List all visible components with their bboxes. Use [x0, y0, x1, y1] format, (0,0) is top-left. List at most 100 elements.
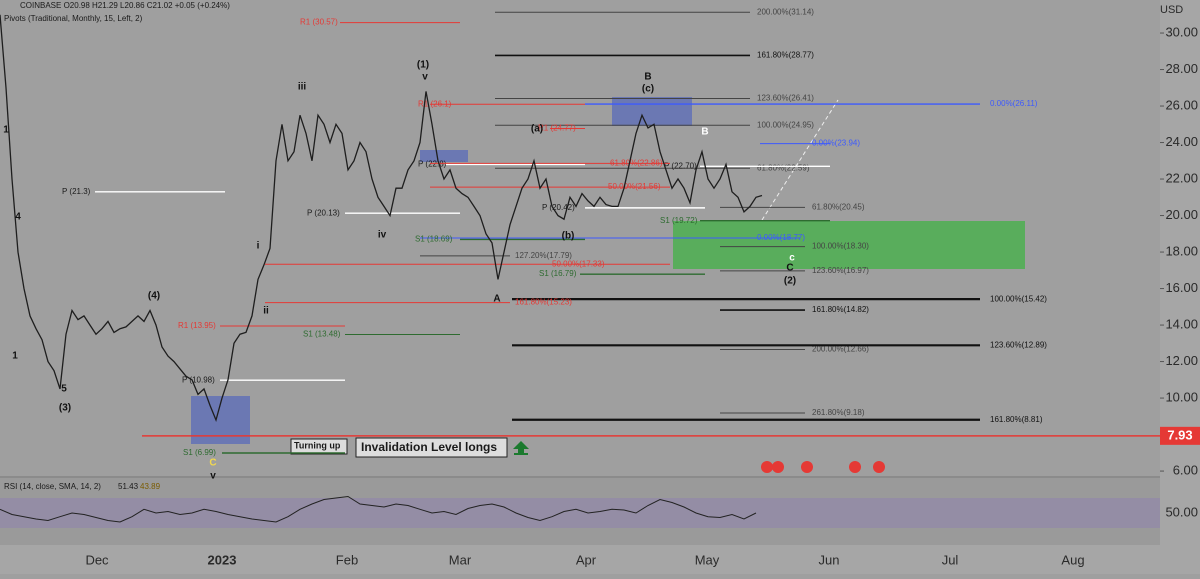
y-tick-label: 16.00: [1165, 280, 1198, 295]
note: Turning up: [294, 440, 341, 450]
note-box: [355, 437, 508, 458]
event-icons: [761, 461, 885, 473]
rsi-sma-value: 43.89: [140, 482, 161, 491]
wave-label: B: [701, 127, 708, 138]
level-label: R1 (30.57): [300, 18, 338, 27]
wave-label: B: [644, 72, 651, 83]
level-label: 161.80%(15.23): [515, 298, 572, 307]
rsi-value: 51.43: [118, 482, 139, 491]
wave-label: i: [257, 241, 260, 252]
wave-label: (b): [562, 231, 575, 242]
level-label: P (20.42): [542, 203, 575, 212]
level-label: S1 (6.99): [183, 448, 216, 457]
wave-label: A: [493, 294, 500, 305]
currency: USD: [1160, 4, 1183, 16]
level-label: 127.20%(17.79): [515, 251, 572, 260]
note: Invalidation Level longs: [361, 440, 497, 454]
note-box: [290, 438, 348, 455]
level-label: 123.60%(26.41): [757, 94, 814, 103]
x-tick-label: May: [695, 552, 720, 567]
x-tick-label: Jun: [819, 552, 840, 567]
wave-label: iv: [378, 230, 387, 241]
level-label: 200.00%(31.14): [757, 7, 814, 16]
wave-label: 1: [3, 125, 9, 136]
indicator-title: Pivots (Traditional, Monthly, 15, Left, …: [4, 14, 143, 23]
wave-label: v: [210, 471, 216, 482]
y-tick-label: 12.00: [1165, 353, 1198, 368]
level-label: P (20.13): [307, 208, 340, 217]
wave-label: (1): [417, 60, 429, 71]
level-label: P (21.3): [62, 187, 91, 196]
y-tick-label: 6.00: [1173, 463, 1198, 478]
level-label: 261.80%(9.18): [812, 408, 865, 417]
wave-label: C: [786, 263, 793, 274]
y-tick-label: 24.00: [1165, 134, 1198, 149]
price-scale: [1160, 0, 1200, 574]
level-label: R1 (24.77): [538, 124, 576, 133]
x-tick-label: Apr: [576, 552, 597, 567]
event-icon[interactable]: [761, 461, 773, 473]
target-zone: [673, 221, 1025, 269]
level-label: 0.00%(18.77): [757, 233, 805, 242]
arrow-icon: [513, 441, 529, 455]
level-label: 100.00%(15.42): [990, 294, 1047, 303]
level-label: 61.80%(22.59): [757, 163, 810, 172]
rsi-line: [0, 495, 757, 523]
level-label: R1 (26.1): [418, 99, 452, 108]
level-label: 161.80%(28.77): [757, 51, 814, 60]
level-label: P (22.8): [418, 160, 447, 169]
level-label: S1 (18.69): [415, 235, 453, 244]
time-scale: [0, 545, 1160, 574]
projection: [761, 99, 839, 221]
level-label: P (10.98): [182, 375, 215, 384]
y-tick-label: 20.00: [1165, 207, 1198, 222]
level-label: S1 (19.72): [660, 216, 698, 225]
wave-label: ii: [263, 306, 269, 317]
level-label: 100.00%(24.95): [757, 120, 814, 129]
x-tick-label: Aug: [1061, 552, 1084, 567]
event-icon[interactable]: [873, 461, 885, 473]
price-line: [0, 14, 763, 423]
level-label: P (22.70): [664, 161, 697, 170]
highlight-box: [612, 97, 692, 126]
price-tag-label: 7.93: [1167, 427, 1192, 442]
wave-label: 1: [12, 351, 18, 362]
level-label: 50.00%(17.33): [552, 259, 605, 268]
event-icon[interactable]: [772, 461, 784, 473]
level-label: 0.00%(23.94): [812, 139, 860, 148]
y-tick-label: 22.00: [1165, 170, 1198, 185]
y-tick-label: 10.00: [1165, 390, 1198, 405]
wave-label: C: [209, 458, 216, 469]
symbol-line: COINBASE O20.98 H21.29 L20.86 C21.02 +0.…: [20, 1, 230, 10]
x-tick-label: Mar: [449, 552, 472, 567]
level-label: 61.80%(20.45): [812, 202, 865, 211]
level-label: R1 (13.95): [178, 321, 216, 330]
y-tick-label: 30.00: [1165, 24, 1198, 39]
y-tick-label: 18.00: [1165, 243, 1198, 258]
x-tick-label: Feb: [336, 552, 358, 567]
wave-label: v: [422, 72, 428, 83]
level-label: 123.60%(16.97): [812, 266, 869, 275]
level-label: 100.00%(18.30): [812, 242, 869, 251]
event-icon[interactable]: [801, 461, 813, 473]
wave-label: (2): [784, 276, 796, 287]
event-icon[interactable]: [849, 461, 861, 473]
level-label: 61.80%(22.86): [610, 158, 663, 167]
level-label: 161.80%(14.82): [812, 305, 869, 314]
highlight-box: [420, 150, 468, 162]
level-label: S1 (13.48): [303, 330, 341, 339]
wave-label: (4): [148, 291, 160, 302]
level-label: S1 (16.79): [539, 269, 577, 278]
rsi-tick-label: 50.00: [1165, 504, 1198, 519]
y-tick-label: 14.00: [1165, 316, 1198, 331]
price-tag: [1160, 426, 1200, 445]
wave-label: (a): [531, 124, 543, 135]
wave-label: iii: [298, 82, 307, 93]
wave-label: 4: [15, 212, 21, 223]
wave-label: (c): [642, 84, 654, 95]
level-label: 161.80%(8.81): [990, 415, 1043, 424]
x-tick-label: 2023: [208, 552, 237, 567]
level-label: 123.60%(12.89): [990, 340, 1047, 349]
wave-label: c: [789, 253, 795, 264]
